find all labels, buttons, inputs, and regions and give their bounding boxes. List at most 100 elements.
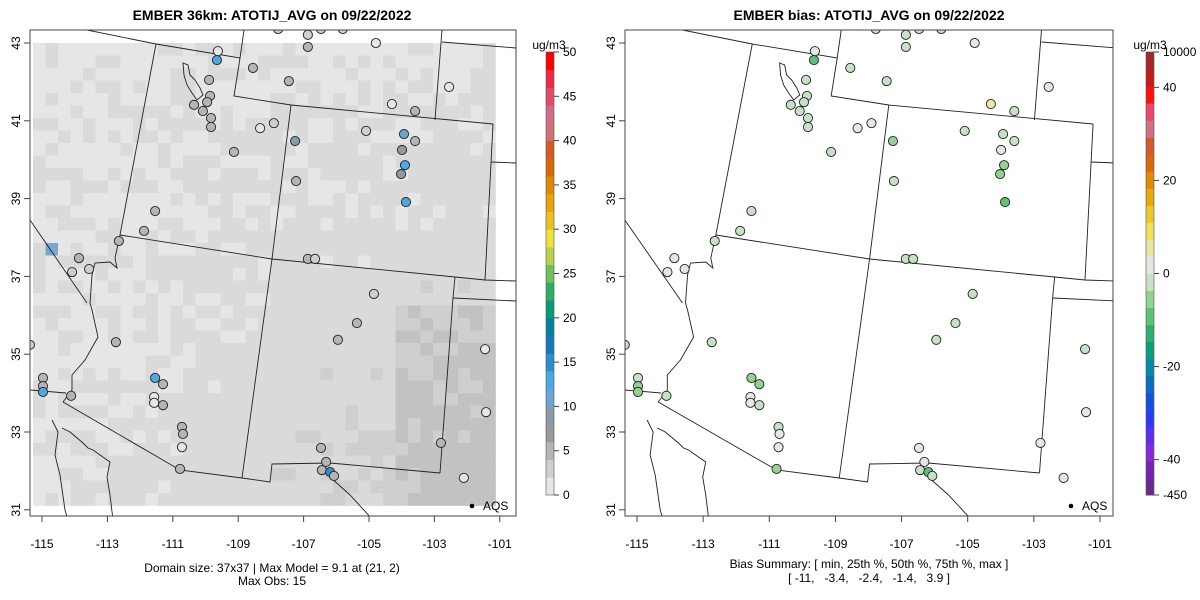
grid-cell xyxy=(308,205,321,219)
station-marker xyxy=(998,128,1009,140)
station-marker xyxy=(255,123,266,134)
grid-cell xyxy=(333,168,346,181)
grid-cell xyxy=(145,143,159,156)
grid-cell xyxy=(420,43,434,56)
grid-cell xyxy=(170,305,184,319)
grid-cell xyxy=(320,493,334,506)
colorbar-tick-label: 50 xyxy=(563,45,577,59)
grid-cell xyxy=(170,55,184,69)
grid-cell xyxy=(408,418,421,431)
station-marker xyxy=(351,318,362,329)
grid-cell xyxy=(208,455,221,469)
grid-cell xyxy=(208,155,221,169)
grid-cell xyxy=(320,405,334,419)
grid-cell xyxy=(195,293,209,306)
grid-cell xyxy=(133,305,146,319)
grid-cell xyxy=(58,55,71,69)
grid-cell xyxy=(208,255,221,269)
grid-cell xyxy=(158,155,171,169)
grid-cell xyxy=(295,380,309,394)
grid-cell xyxy=(145,268,159,281)
station-marker xyxy=(771,463,782,475)
grid-cell xyxy=(420,218,434,231)
colorbar-unit: ug/m3 xyxy=(1133,38,1167,52)
grid-cell xyxy=(345,118,359,131)
grid-cell xyxy=(458,280,471,294)
grid-cell xyxy=(108,80,121,94)
plot-frame xyxy=(624,29,1114,517)
grid-cell xyxy=(333,180,346,194)
station-marker xyxy=(174,463,186,475)
colorbar-segment xyxy=(1146,477,1154,496)
grid-cell xyxy=(445,243,459,256)
grid-cell xyxy=(470,205,484,219)
grid-cell xyxy=(158,480,171,494)
grid-cell xyxy=(283,55,296,69)
x-tick-label: -115 xyxy=(625,537,648,551)
bias-summary-header: Bias Summary: [ min, 25th %, 50th %, 75t… xyxy=(730,557,1009,571)
grid-cell xyxy=(208,143,221,156)
grid-cell xyxy=(158,293,171,306)
grid-cell xyxy=(345,168,359,181)
grid-cell xyxy=(370,143,384,156)
grid-cell xyxy=(420,293,434,306)
left-panel-title: EMBER 36km: ATOTIJ_AVG on 09/22/2022 xyxy=(133,7,412,23)
grid-cell xyxy=(70,218,84,231)
grid-cell xyxy=(183,193,196,206)
grid-cell xyxy=(320,105,334,119)
station-marker xyxy=(1080,344,1091,355)
grid-cell xyxy=(320,343,334,356)
grid-cell xyxy=(320,218,334,231)
grid-cell xyxy=(70,455,84,469)
grid-cell xyxy=(308,268,321,281)
colorbar-segment xyxy=(1146,409,1154,428)
grid-cell xyxy=(70,443,84,456)
grid-cell xyxy=(220,180,234,194)
grid-cell xyxy=(445,155,459,169)
grid-cell xyxy=(170,230,184,244)
grid-cell xyxy=(283,368,296,381)
grid-cell xyxy=(233,343,246,356)
grid-cell xyxy=(133,330,146,344)
grid-cell xyxy=(408,280,421,294)
grid-cell xyxy=(120,293,134,306)
station-marker xyxy=(900,41,911,52)
grid-cell xyxy=(370,318,384,331)
grid-cell xyxy=(408,243,421,256)
grid-cell xyxy=(170,380,184,394)
grid-cell xyxy=(183,393,196,406)
grid-cell xyxy=(45,493,59,506)
grid-cell xyxy=(245,318,259,331)
grid-cell xyxy=(70,418,84,431)
grid-cell xyxy=(220,68,234,81)
grid-cell xyxy=(70,130,84,144)
grid-cell xyxy=(170,318,184,331)
grid-cell xyxy=(320,193,334,206)
grid-cell xyxy=(195,418,209,431)
grid-cell xyxy=(95,155,109,169)
grid-cell xyxy=(170,155,184,169)
grid-cell xyxy=(133,280,146,294)
grid-cell xyxy=(45,180,59,194)
grid-cell xyxy=(33,305,46,319)
grid-cell xyxy=(320,330,334,344)
grid-cell xyxy=(183,493,196,506)
grid-cell xyxy=(95,218,109,231)
grid-cell xyxy=(195,280,209,294)
grid-cell xyxy=(333,430,346,444)
colorbar-segment xyxy=(546,69,554,88)
grid-cell xyxy=(208,268,221,281)
station-marker xyxy=(316,465,327,476)
grid-cell xyxy=(233,180,246,194)
station-marker xyxy=(662,267,673,278)
grid-cell xyxy=(95,255,109,269)
x-tick-label: -107 xyxy=(890,537,914,551)
grid-cell xyxy=(233,418,246,431)
grid-cell xyxy=(233,43,246,56)
y-axis: 31 33 35 37 39 41 43 xyxy=(604,36,625,516)
grid-cell xyxy=(458,330,471,344)
grid-cell xyxy=(170,205,184,219)
grid-cell xyxy=(308,430,321,444)
grid-cell xyxy=(120,168,134,181)
grid-cell xyxy=(295,368,309,381)
